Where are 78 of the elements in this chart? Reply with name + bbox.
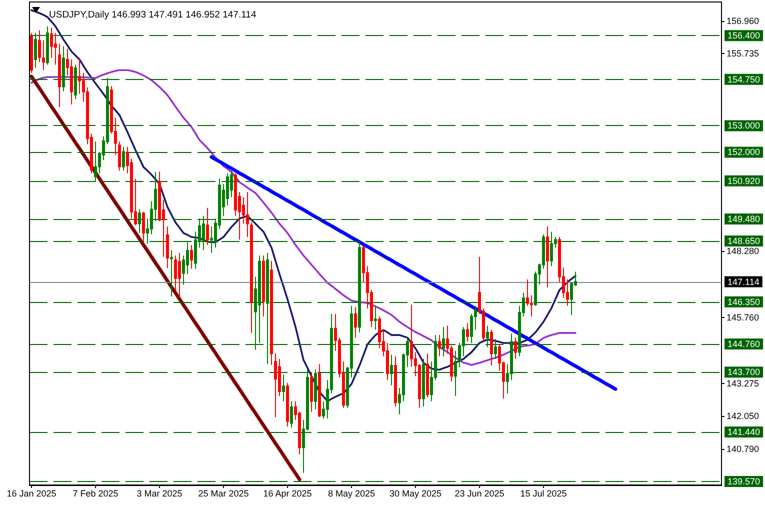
candlestick	[250, 222, 253, 334]
candlestick	[486, 325, 489, 348]
x-tick-label: 30 May 2025	[389, 488, 442, 498]
candlestick	[314, 368, 317, 410]
candlestick	[178, 252, 181, 298]
candlestick	[74, 64, 77, 100]
x-tick-label: 15 Jul 2025	[520, 488, 567, 498]
candlestick	[58, 43, 61, 108]
candlestick	[34, 32, 37, 68]
candlestick	[546, 226, 549, 288]
candlestick	[286, 382, 289, 427]
ref-line-label: 143.700	[728, 367, 760, 378]
candlestick	[282, 374, 285, 402]
candlestick	[266, 252, 269, 365]
line-series	[30, 69, 576, 366]
y-tick-label: 156.960	[726, 16, 760, 26]
ref-line-label: 156.400	[728, 30, 760, 41]
candlestick	[142, 211, 145, 243]
y-tick-label: 142.050	[726, 410, 760, 421]
candlestick	[310, 372, 313, 412]
x-tick-label: 8 May 2025	[328, 488, 376, 498]
line-series	[30, 74, 302, 482]
candlestick	[494, 338, 497, 360]
candlestick	[514, 337, 517, 360]
candlestick	[30, 32, 33, 74]
ref-line-label: 150.920	[728, 176, 760, 186]
candlestick	[270, 260, 273, 366]
ref-line-label: 154.750	[728, 74, 760, 84]
text: USDJPY,Daily 146.993 147.491 146.952 147.114	[49, 10, 256, 20]
candlestick	[122, 146, 125, 172]
x-tick-label: 23 Jun 2025	[454, 488, 504, 498]
candlestick	[62, 46, 65, 92]
candlestick	[262, 255, 265, 317]
x-tick-label: 25 Mar 2025	[198, 488, 249, 498]
candlestick	[466, 322, 469, 342]
x-tick-label: 7 Feb 2025	[72, 488, 118, 498]
candlestick	[170, 250, 173, 298]
x-tick-label: 16 Apr 2025	[263, 488, 312, 498]
ref-line-label: 153.000	[728, 120, 760, 131]
candlestick	[94, 141, 97, 182]
y-tick-label: 143.275	[726, 378, 760, 388]
y-tick-label: 140.790	[726, 444, 760, 454]
ref-line-label: 141.440	[728, 427, 760, 438]
ref-line-label: 146.350	[728, 296, 760, 307]
ref-line-label: 149.480	[728, 214, 760, 224]
x-tick-label: 3 Mar 2025	[136, 488, 182, 498]
candlestick	[442, 326, 445, 357]
ref-line-label: 152.000	[728, 147, 760, 158]
candlestick	[206, 207, 209, 246]
candlestick	[166, 226, 169, 269]
candlestick	[390, 354, 393, 386]
ref-line-label: 147.114	[728, 276, 760, 287]
candlestick	[202, 215, 205, 251]
ref-line-label: 139.570	[728, 476, 760, 487]
y-tick-label: 148.280	[726, 246, 760, 256]
candlestick	[550, 231, 553, 267]
candlestick	[374, 305, 377, 330]
candlestick	[118, 141, 121, 172]
x-tick-label: 16 Jan 2025	[6, 488, 56, 498]
candlestick	[46, 26, 49, 66]
candlestick	[394, 356, 397, 408]
candlestick	[190, 244, 193, 270]
candlestick	[438, 334, 441, 357]
line-series	[210, 155, 618, 391]
candlestick	[318, 364, 321, 418]
candlestick	[246, 191, 249, 238]
candlestick	[274, 353, 277, 418]
ref-line-label: 144.760	[728, 339, 760, 350]
y-tick-label: 155.735	[726, 48, 760, 58]
ref-line-label: 148.650	[728, 236, 760, 246]
candlestick	[138, 208, 141, 234]
candlestick	[290, 400, 293, 428]
candlestick	[490, 329, 493, 366]
candlestick	[426, 353, 429, 398]
y-tick-label: 145.760	[726, 312, 760, 323]
candlestick	[422, 358, 425, 408]
candlestick	[358, 242, 361, 333]
candlestick	[354, 306, 357, 338]
